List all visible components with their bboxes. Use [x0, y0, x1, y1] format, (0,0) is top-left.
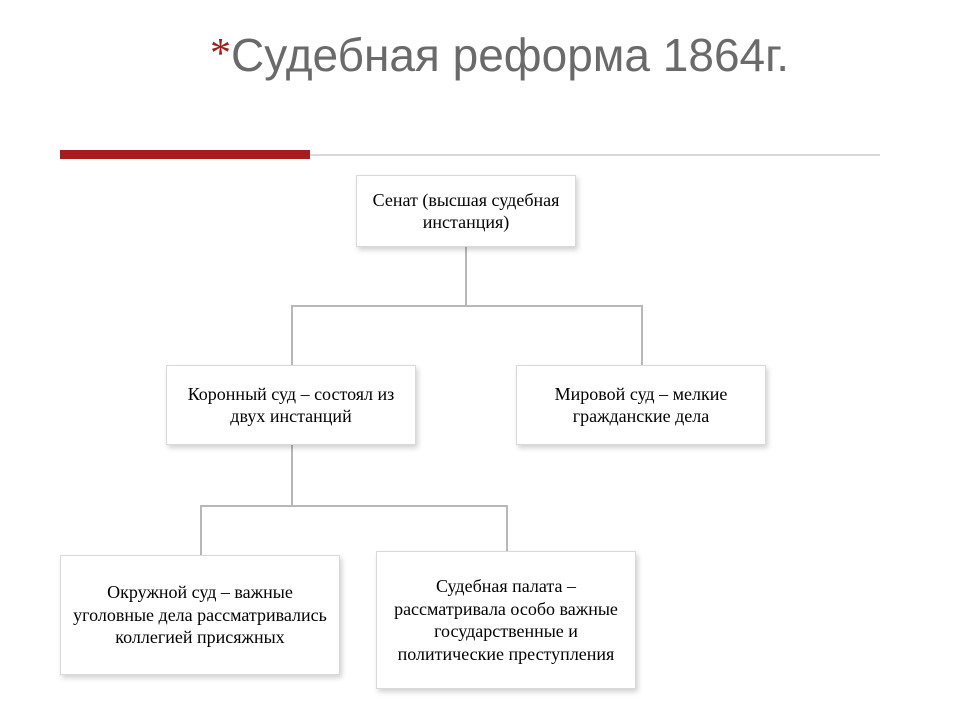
- org-chart: Сенат (высшая судебная инстанция) Коронн…: [60, 175, 900, 695]
- node-palata: Судебная палата – рассматривала особо ва…: [376, 551, 636, 689]
- slide-title: Судебная реформа 1864г.: [231, 29, 789, 81]
- conn-h-level1: [291, 305, 643, 307]
- node-koron: Коронный суд – состоял из двух инстанций: [166, 365, 416, 445]
- node-label: Судебная палата – рассматривала особо ва…: [389, 575, 623, 665]
- node-label: Сенат (высшая судебная инстанция): [369, 189, 563, 234]
- node-label: Окружной суд – важные уголовные дела рас…: [73, 581, 327, 649]
- underline-red: [60, 150, 310, 159]
- node-okrug: Окружной суд – важные уголовные дела рас…: [60, 555, 340, 675]
- conn-v-okrug: [200, 505, 202, 555]
- conn-v-koron-down: [291, 445, 293, 505]
- node-mirov: Мировой суд – мелкие гражданские дела: [516, 365, 766, 445]
- title-underline: [0, 150, 960, 168]
- conn-v-mirov: [641, 305, 643, 365]
- node-label: Коронный суд – состоял из двух инстанций: [179, 383, 403, 428]
- conn-v-palata: [506, 505, 508, 551]
- conn-v-koron: [291, 305, 293, 365]
- title-asterisk: *: [210, 31, 231, 77]
- conn-h-level2: [200, 505, 508, 507]
- node-senat: Сенат (высшая судебная инстанция): [356, 175, 576, 247]
- conn-v-senat: [465, 247, 467, 305]
- slide-title-area: *Судебная реформа 1864г.: [210, 30, 920, 81]
- node-label: Мировой суд – мелкие гражданские дела: [529, 383, 753, 428]
